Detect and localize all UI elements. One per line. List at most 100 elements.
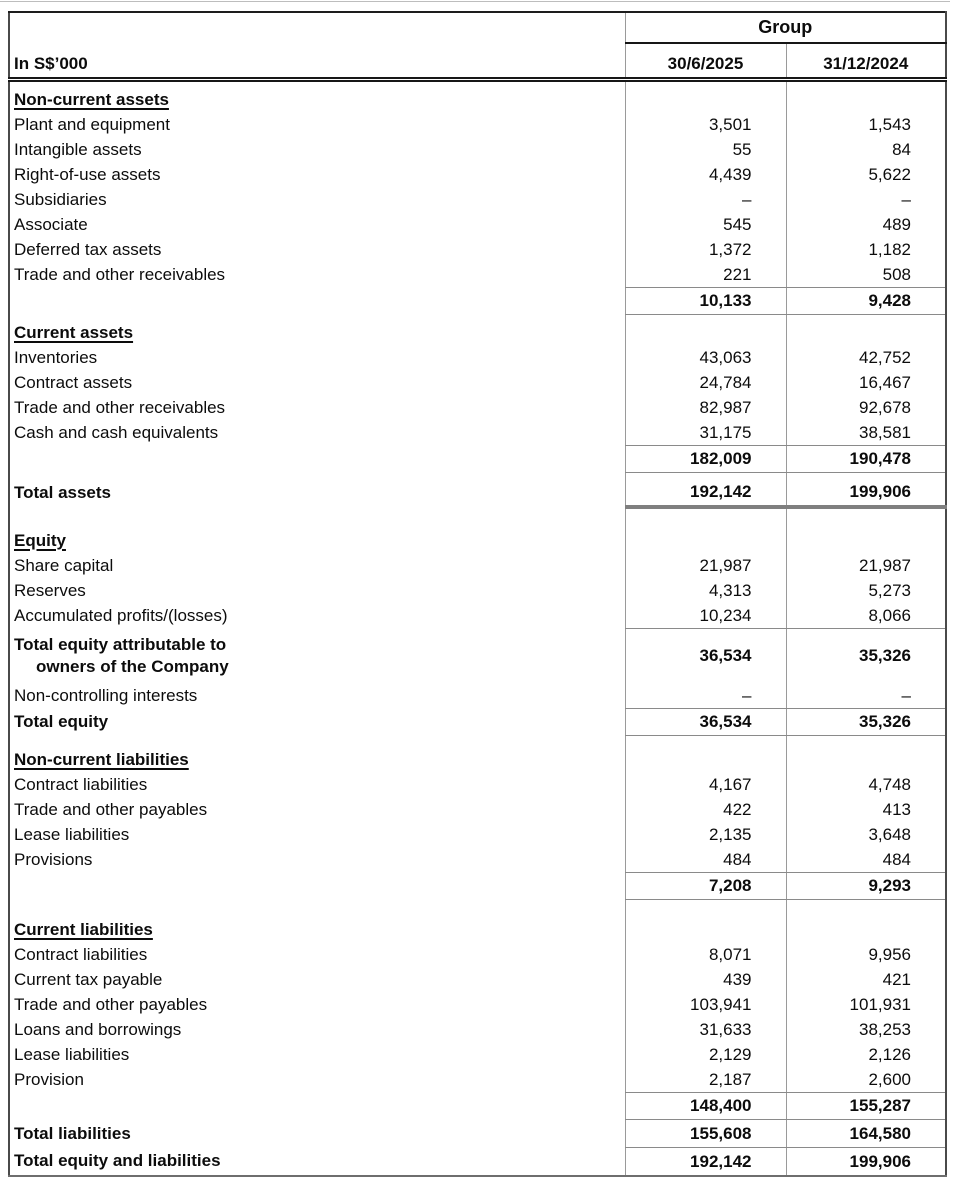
row-value-2025: 2,135 — [624, 822, 786, 847]
row-label: Contract liabilities — [14, 774, 148, 794]
subtotal-row-non-current-liabilities: 7,208 9,293 — [9, 872, 946, 900]
group-header-label: Group — [624, 12, 946, 44]
row-value-2024: 1,182 — [785, 237, 946, 262]
spacer-cell — [785, 899, 946, 912]
section-heading-text: Current assets — [14, 323, 134, 342]
row-share-capital: Share capital 21,987 21,987 — [9, 553, 946, 578]
section-heading-text: Equity — [14, 531, 66, 550]
row-value-2024: – — [785, 187, 946, 212]
subtotal-value-2024: 9,293 — [785, 872, 946, 900]
row-value-2024: 1,543 — [785, 112, 946, 137]
column-header-row: In S$’000 30/6/2025 31/12/2024 — [9, 43, 946, 82]
row-contract-liabilities-current: Contract liabilities 8,071 9,956 — [9, 942, 946, 967]
section-heading: Equity — [9, 523, 625, 553]
section-row-equity: Equity — [9, 523, 946, 553]
spacer-cell — [624, 507, 786, 523]
total-label-line1: Total equity attributable to — [14, 635, 227, 654]
row-provisions-nc: Provisions 484 484 — [9, 847, 946, 873]
row-label: Non-controlling interests — [14, 685, 198, 705]
row-right-of-use-assets: Right-of-use assets 4,439 5,622 — [9, 162, 946, 187]
scan-artifact-line — [0, 1, 950, 2]
row-value-2024: 4,748 — [785, 772, 946, 797]
spacer-row — [9, 899, 946, 913]
row-value-2025: 21,987 — [624, 553, 786, 578]
group-header-row: Group — [9, 12, 946, 44]
empty-value-cell — [785, 742, 946, 772]
section-row-non-current-liabilities: Non-current liabilities — [9, 742, 946, 772]
row-label: Accumulated profits/(losses) — [14, 605, 228, 625]
spacer-cell — [785, 472, 946, 479]
section-heading-text: Current liabilities — [14, 920, 153, 939]
row-label: Associate — [14, 214, 88, 234]
total-value-2025: 36,534 — [624, 708, 786, 736]
section-row-current-liabilities: Current liabilities — [9, 912, 946, 942]
row-lease-liabilities-nc: Lease liabilities 2,135 3,648 — [9, 822, 946, 847]
row-label: Intangible assets — [14, 139, 142, 159]
row-value-2025: 4,313 — [624, 578, 786, 603]
row-value-2024: 508 — [785, 262, 946, 288]
row-value-2025: 545 — [624, 212, 786, 237]
total-label-line2: owners of the Company — [36, 656, 229, 676]
total-assets-row: Total assets 192,142 199,906 — [9, 479, 946, 509]
row-value-2025: 103,941 — [624, 992, 786, 1017]
row-value-2025: 3,501 — [624, 112, 786, 137]
empty-value-cell — [785, 523, 946, 553]
row-value-2024: 101,931 — [785, 992, 946, 1017]
spacer-cell — [624, 472, 786, 479]
row-value-2025: 24,784 — [624, 370, 786, 395]
row-inventories: Inventories 43,063 42,752 — [9, 345, 946, 370]
row-trade-and-other-receivables-current: Trade and other receivables 82,987 92,67… — [9, 395, 946, 420]
subtotal-row-non-current-assets: 10,133 9,428 — [9, 287, 946, 315]
row-intangible-assets: Intangible assets 55 84 — [9, 137, 946, 162]
subtotal-value-2025: 7,208 — [624, 872, 786, 900]
row-lease-liabilities-current: Lease liabilities 2,129 2,126 — [9, 1042, 946, 1067]
row-deferred-tax-assets: Deferred tax assets 1,372 1,182 — [9, 237, 946, 262]
row-accumulated-profits-losses: Accumulated profits/(losses) 10,234 8,06… — [9, 603, 946, 629]
section-heading-text: Non-current liabilities — [14, 750, 189, 769]
row-value-2024: 38,581 — [785, 420, 946, 446]
empty-value-cell — [785, 912, 946, 942]
empty-value-cell — [624, 912, 786, 942]
section-row-non-current-assets: Non-current assets — [9, 79, 946, 112]
total-label: Total assets — [14, 483, 112, 502]
spacer-cell — [9, 900, 625, 913]
total-label: Total equity and liabilities — [14, 1151, 221, 1171]
row-value-2024: 8,066 — [785, 603, 946, 629]
row-label: Trade and other payables — [14, 994, 208, 1014]
row-label: Lease liabilities — [14, 1044, 130, 1064]
row-label: Cash and cash equivalents — [14, 422, 219, 442]
row-label: Share capital — [14, 555, 114, 575]
row-value-2025: 31,175 — [624, 420, 786, 446]
row-associate: Associate 545 489 — [9, 212, 946, 237]
subtotal-value-2024: 190,478 — [785, 445, 946, 473]
row-value-2024: 5,622 — [785, 162, 946, 187]
row-value-2025: 4,167 — [624, 772, 786, 797]
row-value-2024: 413 — [785, 797, 946, 822]
row-label: Current tax payable — [14, 969, 163, 989]
row-value-2024: 92,678 — [785, 395, 946, 420]
spacer-cell — [785, 507, 946, 523]
total-value-2025: 36,534 — [624, 628, 786, 683]
spacer-cell — [785, 735, 946, 742]
row-label: Provision — [14, 1069, 84, 1089]
subtotal-value-2025: 182,009 — [624, 445, 786, 473]
spacer-row — [9, 735, 946, 742]
spacer-cell — [624, 735, 786, 742]
row-label: Right-of-use assets — [14, 164, 161, 184]
total-value-2024: 199,906 — [785, 479, 946, 509]
row-label: Plant and equipment — [14, 114, 170, 134]
total-liabilities-row: Total liabilities 155,608 164,580 — [9, 1119, 946, 1148]
row-trade-and-other-payables-current: Trade and other payables 103,941 101,931 — [9, 992, 946, 1017]
row-label: Contract assets — [14, 372, 133, 392]
column-header-2024: 31/12/2024 — [785, 43, 946, 82]
spacer-row — [9, 472, 946, 479]
row-label: Trade and other receivables — [14, 397, 226, 417]
row-value-2025: 4,439 — [624, 162, 786, 187]
row-value-2025: 422 — [624, 797, 786, 822]
spacer-row — [9, 507, 946, 523]
empty-value-cell — [624, 742, 786, 772]
row-plant-and-equipment: Plant and equipment 3,501 1,543 — [9, 112, 946, 137]
total-label: Total equity attributable to owners of th… — [9, 629, 625, 684]
row-value-2024: 38,253 — [785, 1017, 946, 1042]
row-value-2025: 31,633 — [624, 1017, 786, 1042]
